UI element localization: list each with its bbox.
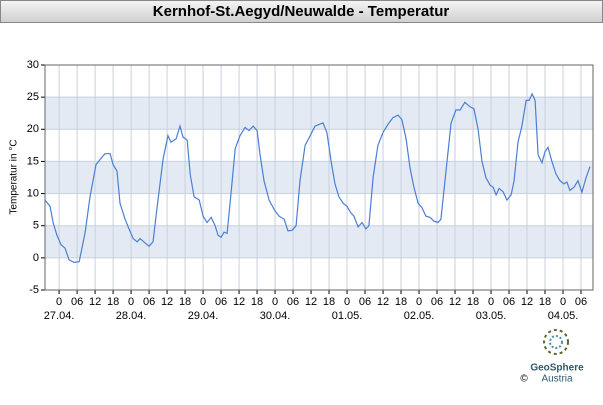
x-tick-label: 06 <box>431 296 443 308</box>
x-tick-label: 0 <box>344 296 350 308</box>
x-tick-label: 06 <box>575 296 587 308</box>
x-tick-label: 12 <box>161 296 173 308</box>
x-tick-label: 0 <box>272 296 278 308</box>
x-tick-label: 0 <box>560 296 566 308</box>
y-tick-label: 15 <box>27 155 39 167</box>
logo: GeoSphere Austria © <box>520 329 584 385</box>
x-tick-label: 0 <box>128 296 134 308</box>
x-tick-label: 06 <box>359 296 371 308</box>
date-label: 02.05. <box>404 310 435 322</box>
date-label: 29.04. <box>188 310 219 322</box>
band <box>45 225 593 258</box>
y-axis-label: Temperatur in °C <box>9 139 20 214</box>
x-tick-label: 12 <box>377 296 389 308</box>
x-tick-label: 18 <box>251 296 263 308</box>
x-tick-label: 12 <box>449 296 461 308</box>
logo-country: Austria <box>541 374 573 385</box>
x-tick-label: 18 <box>539 296 551 308</box>
date-label: 01.05. <box>332 310 363 322</box>
x-tick-label: 06 <box>215 296 227 308</box>
date-label: 30.04. <box>260 310 291 322</box>
x-tick-label: 12 <box>305 296 317 308</box>
y-tick-label: -5 <box>29 284 39 296</box>
x-tick-label: 06 <box>287 296 299 308</box>
temperature-line <box>44 92 591 264</box>
x-tick-label: 12 <box>521 296 533 308</box>
copyright: © <box>520 374 528 385</box>
x-tick-label: 0 <box>416 296 422 308</box>
y-tick-label: 0 <box>33 252 39 264</box>
plot-area: -5 0 5 10 15 20 25 30 0 06 12 18 0 06 12 18 0 06 12 18 0 06 12… <box>27 59 594 322</box>
date-label: 03.05. <box>476 310 507 322</box>
y-tick-label: 25 <box>27 91 39 103</box>
x-tick-label: 0 <box>56 296 62 308</box>
date-label: 28.04. <box>116 310 147 322</box>
logo-mark <box>549 335 563 349</box>
x-tick-label: 18 <box>323 296 335 308</box>
logo-name: GeoSphere <box>530 363 584 374</box>
plot-frame <box>44 64 594 291</box>
x-tick-label: 18 <box>179 296 191 308</box>
x-tick-label: 0 <box>200 296 206 308</box>
band <box>45 161 593 194</box>
x-tick-label: 18 <box>107 296 119 308</box>
y-tick-label: 5 <box>33 220 39 232</box>
x-tick-label: 18 <box>395 296 407 308</box>
date-label: 27.04. <box>44 310 75 322</box>
x-tick-label: 0 <box>488 296 494 308</box>
date-label: 04.05. <box>548 310 579 322</box>
chart-title: Kernhof-St.Aegyd/Neuwalde - Temperatur <box>153 3 450 20</box>
logo-mark <box>543 329 569 355</box>
y-tick-label: 10 <box>27 187 39 199</box>
x-tick-label: 12 <box>89 296 101 308</box>
x-tick-label: 12 <box>233 296 245 308</box>
y-tick-label: 30 <box>27 59 39 71</box>
x-tick-label: 06 <box>503 296 515 308</box>
x-tick-label: 06 <box>71 296 83 308</box>
x-tick-label: 06 <box>143 296 155 308</box>
y-tick-label: 20 <box>27 123 39 135</box>
x-tick-label: 18 <box>467 296 479 308</box>
